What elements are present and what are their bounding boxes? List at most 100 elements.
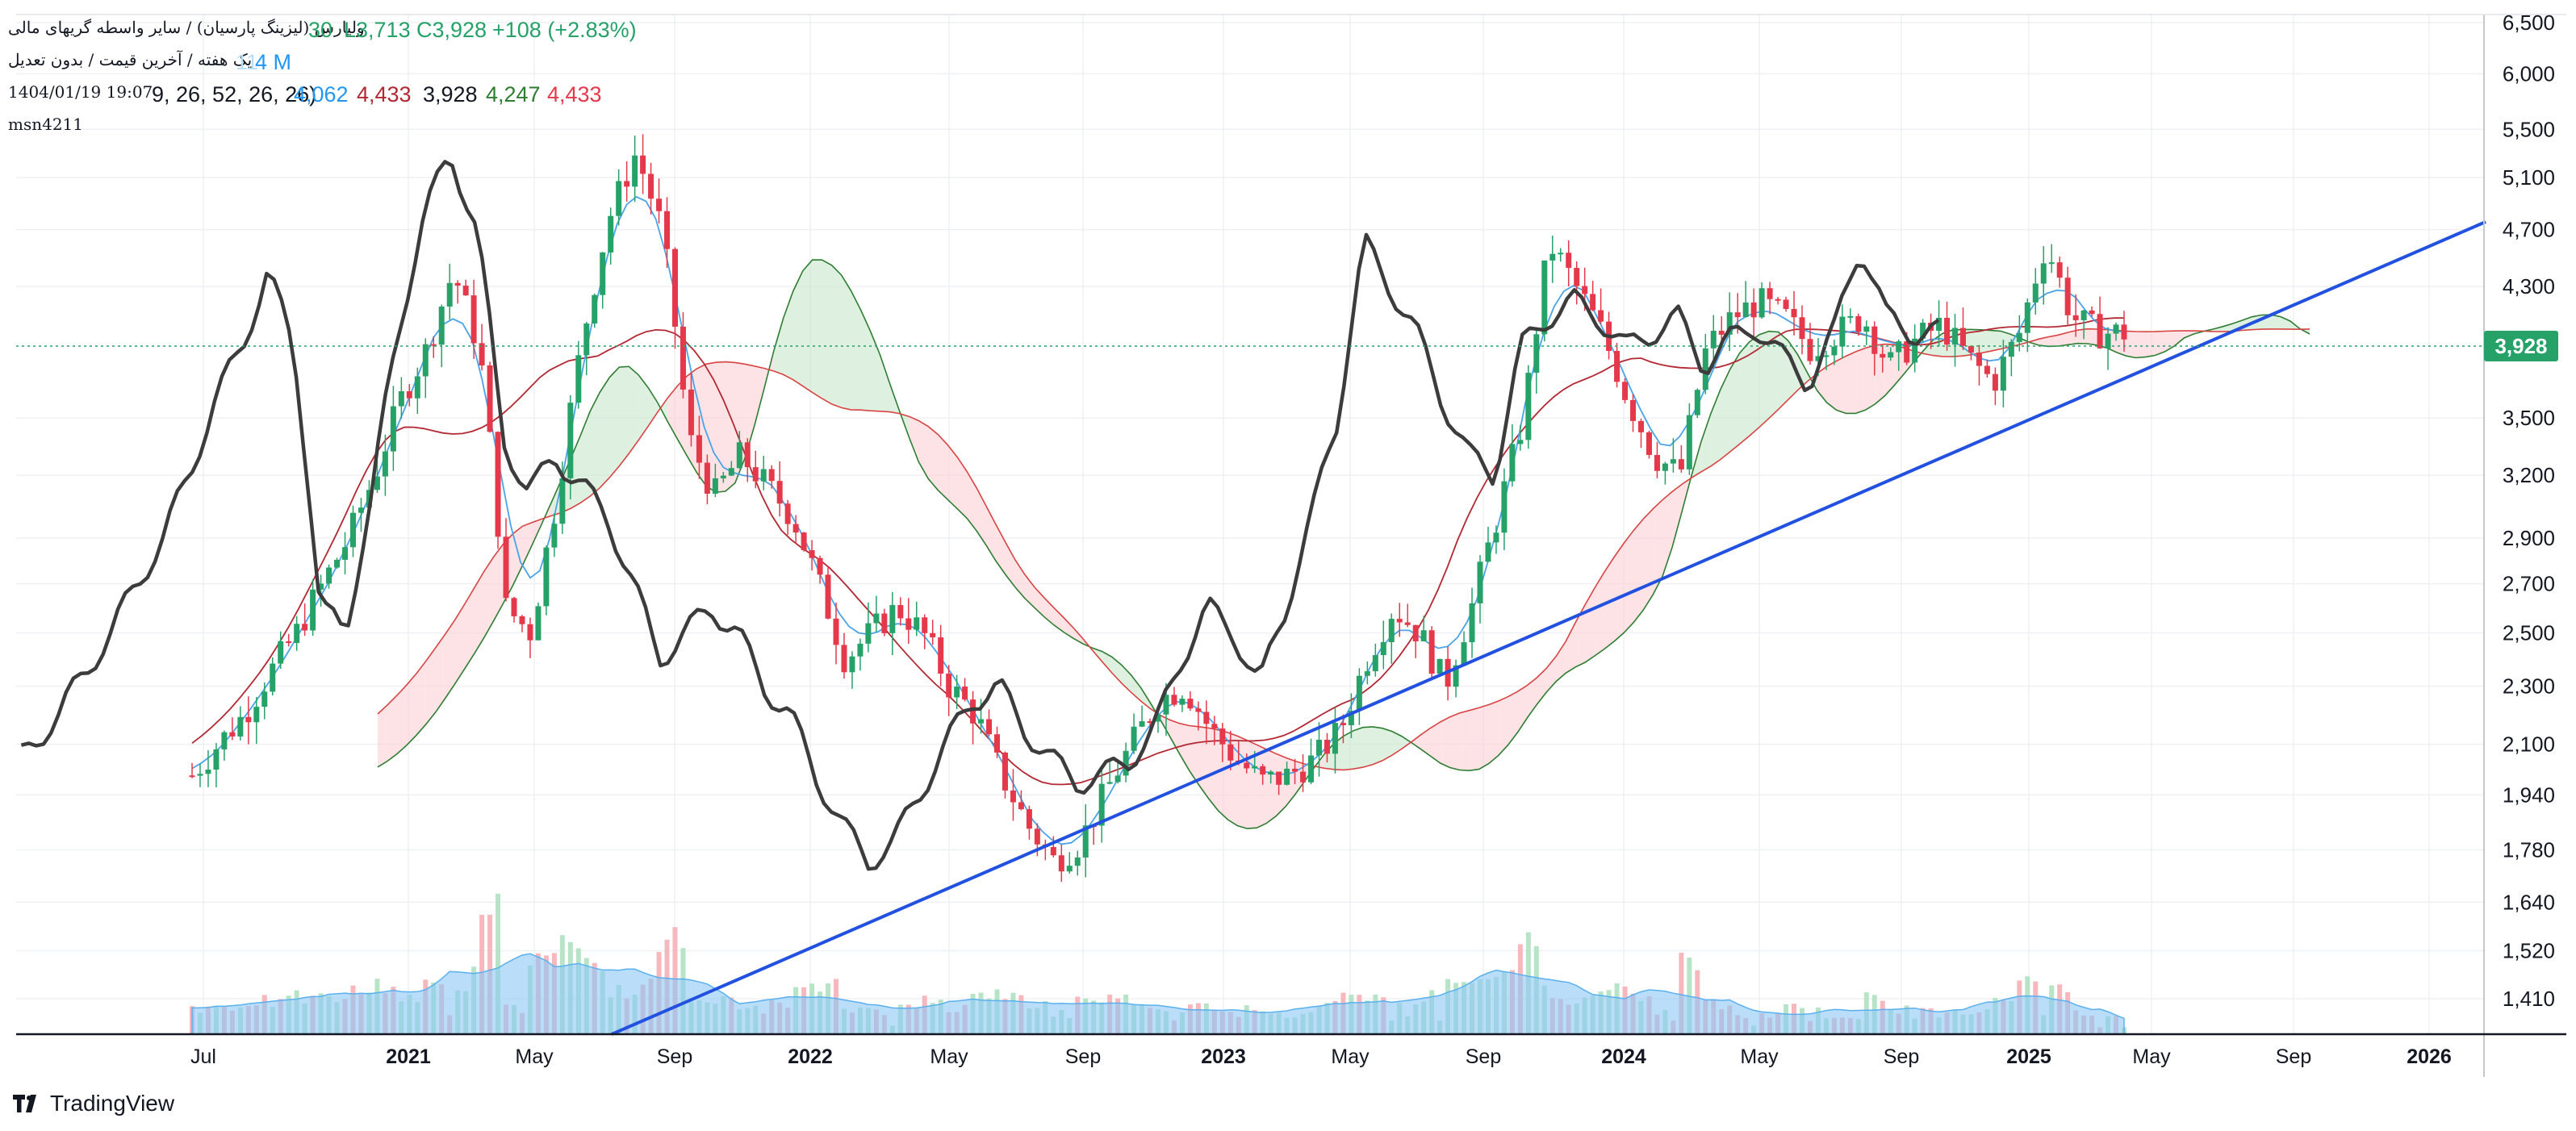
candle-body [503, 536, 509, 599]
candle-body [728, 468, 734, 476]
cloud-segment [2087, 328, 2097, 345]
trendline[interactable] [611, 220, 2486, 1036]
candle-body [930, 632, 936, 638]
candle-body [704, 462, 710, 495]
candle-body [962, 687, 968, 700]
cloud-segment [1401, 736, 1411, 749]
candle-body [841, 645, 847, 673]
candle-body [1694, 390, 1700, 415]
candle-body [672, 248, 678, 327]
candle-body [1984, 365, 1990, 374]
candle-body [583, 323, 590, 356]
cloud-segment [2077, 328, 2088, 344]
cloud-segment [1459, 710, 1470, 771]
candle-body [784, 503, 791, 524]
cloud-segment [1189, 725, 1199, 786]
price-tick-label: 2,300 [2503, 674, 2555, 699]
candle-body [1590, 294, 1596, 311]
candle-body [358, 507, 364, 513]
candle-body [398, 391, 404, 407]
candle-body [1799, 317, 1805, 340]
candle-body [2040, 263, 2047, 284]
candle-body [374, 476, 380, 490]
candle-body [938, 637, 944, 674]
candle-body [1469, 603, 1475, 643]
cloud-segment [1266, 749, 1277, 824]
candle-body [575, 355, 582, 403]
cloud-segment [1121, 665, 1131, 693]
cloud-segment [396, 685, 407, 754]
candle-body [1839, 316, 1846, 347]
time-tick-label: Sep [657, 1045, 692, 1068]
price-tick-label: 2,500 [2503, 621, 2555, 645]
cloud-segment [522, 522, 533, 566]
author-name: msn4211 [8, 115, 84, 134]
cloud-segment [1662, 491, 1672, 577]
candle-body [1880, 353, 1886, 358]
time-tick-label: 2023 [1201, 1045, 1246, 1068]
cloud-segment [783, 291, 793, 380]
ichimoku-lagging-value: 3,928 [423, 82, 478, 106]
candle-body [1436, 658, 1443, 674]
candle-body [2113, 324, 2119, 334]
cloud-segment [1990, 330, 2001, 352]
cloud-segment [831, 265, 842, 408]
candle-body [1098, 783, 1105, 826]
cloud-segment [600, 377, 610, 488]
cloud-segment [2126, 331, 2136, 358]
candle-body [1758, 288, 1765, 318]
legend-low: L3,713 [344, 18, 411, 42]
candle-body [1960, 328, 1966, 346]
cloud-segment [580, 411, 591, 503]
cloud-segment [1720, 369, 1730, 460]
candle-body [849, 656, 855, 673]
candle-body [970, 699, 976, 724]
price-axis-labels: 1,410 1,520 1,640 1,780 1,940 2,100 2,300 2,500… [2503, 10, 2555, 1011]
price-tick-label: 2,100 [2503, 732, 2555, 757]
cloud-segment [1344, 730, 1353, 770]
cloud-segment [1700, 413, 1711, 472]
candle-body [1920, 323, 1926, 339]
cloud-segment [851, 290, 861, 411]
candle-body [1179, 699, 1186, 705]
cloud-segment [2174, 331, 2185, 346]
candle-body [1388, 619, 1395, 643]
candle-body [881, 613, 888, 633]
candle-body [1356, 675, 1362, 712]
candle-body [559, 478, 566, 524]
cloud-segment [1179, 723, 1190, 770]
candle-body [1549, 253, 1556, 261]
price-tick-label: 6,500 [2503, 10, 2555, 35]
candle-body [648, 173, 654, 199]
cloud-segment [957, 457, 968, 519]
tradingview-logo[interactable]: TradingView [13, 1091, 174, 1116]
cloud-segment [725, 361, 735, 491]
candle-body [1227, 744, 1234, 761]
cloud-segment [1102, 651, 1112, 673]
volume-bar [496, 893, 501, 1034]
candle-body [994, 734, 1000, 753]
cloud-segment [841, 275, 851, 410]
time-tick-label: Sep [1065, 1045, 1101, 1068]
cloud-segment [2135, 331, 2146, 358]
tradingview-brand-text: TradingView [50, 1091, 175, 1116]
cloud-segment [1208, 728, 1219, 811]
price-tick-label: 3,500 [2503, 406, 2555, 430]
candle-body [801, 532, 807, 551]
candle-body [760, 469, 767, 482]
time-tick-label: 2022 [788, 1045, 833, 1068]
candle-body [905, 618, 912, 630]
candle-body [1002, 752, 1008, 791]
candle-body [1163, 695, 1169, 715]
cloud-segment [1411, 734, 1421, 749]
cloud-segment [938, 434, 948, 500]
cloud-segment [619, 366, 629, 466]
candle-body [897, 605, 904, 619]
volume-bar [1679, 952, 1684, 1034]
candle-body [495, 432, 501, 537]
cloud-segment [1015, 560, 1025, 599]
cloud-segment [802, 260, 813, 393]
candle-body [1807, 339, 1813, 361]
cloud-segment [483, 557, 494, 638]
